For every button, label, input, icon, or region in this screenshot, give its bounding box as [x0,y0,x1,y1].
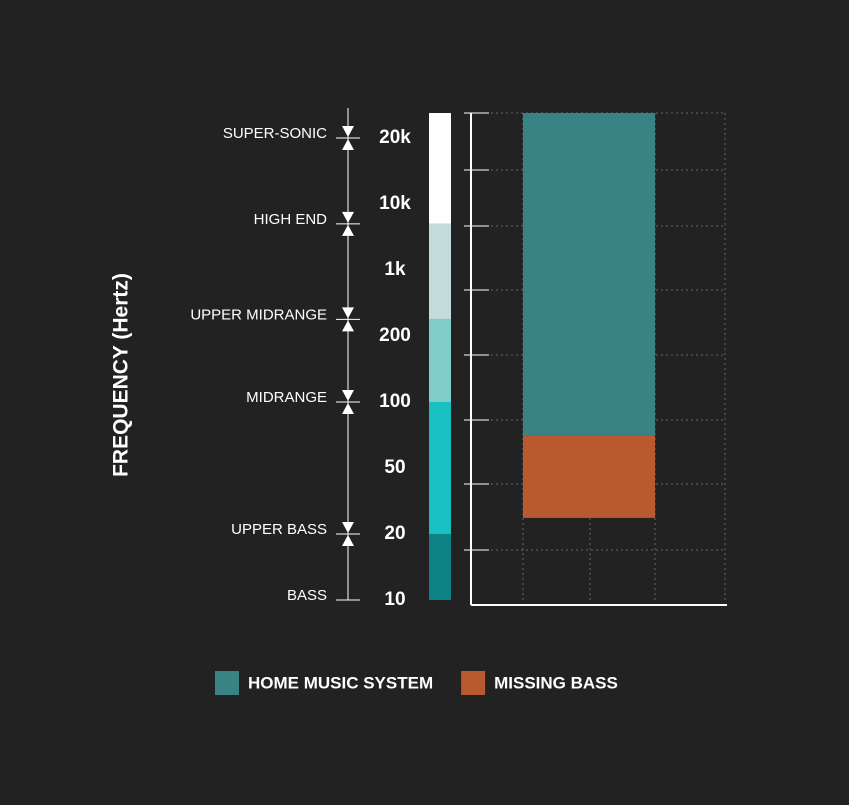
band-arrow [342,390,354,401]
y-tick-label: 50 [384,457,405,478]
band-arrow [342,522,354,533]
legend-label: HOME MUSIC SYSTEM [248,673,433,692]
legend-swatch [215,671,239,695]
band-arrow [342,126,354,137]
legend-swatch [461,671,486,695]
y-tick-label: 20k [379,127,411,148]
band-label: HIGH END [254,211,328,228]
band-label: SUPER-SONIC [223,125,327,142]
band-segment [429,113,451,138]
band-label: UPPER BASS [231,521,327,538]
band-segment [429,223,451,320]
bar [523,113,655,436]
band-arrow [342,211,354,223]
y-axis-label: FREQUENCY (Hertz) [110,273,133,477]
band-arrow [342,535,354,546]
band-arrow [342,403,354,414]
band-label: UPPER MIDRANGE [190,306,327,323]
band-label: BASS [287,587,327,604]
band-arrow [342,224,354,236]
band-segment [429,402,451,534]
y-tick-label: 100 [379,391,411,412]
y-tick-label: 10 [384,589,405,610]
y-tick-label: 200 [379,325,411,346]
band-segment [429,319,451,402]
y-tick-label: 10k [379,193,411,214]
y-tick-label: 20 [384,523,405,544]
band-label: MIDRANGE [246,389,327,406]
band-arrow [342,320,354,332]
legend-label: MISSING BASS [494,673,618,692]
band-arrow [342,139,354,150]
y-tick-label: 1k [384,259,406,280]
band-segment [429,534,451,600]
band-segment [429,138,451,224]
band-arrow [342,307,354,319]
bar [523,435,655,518]
